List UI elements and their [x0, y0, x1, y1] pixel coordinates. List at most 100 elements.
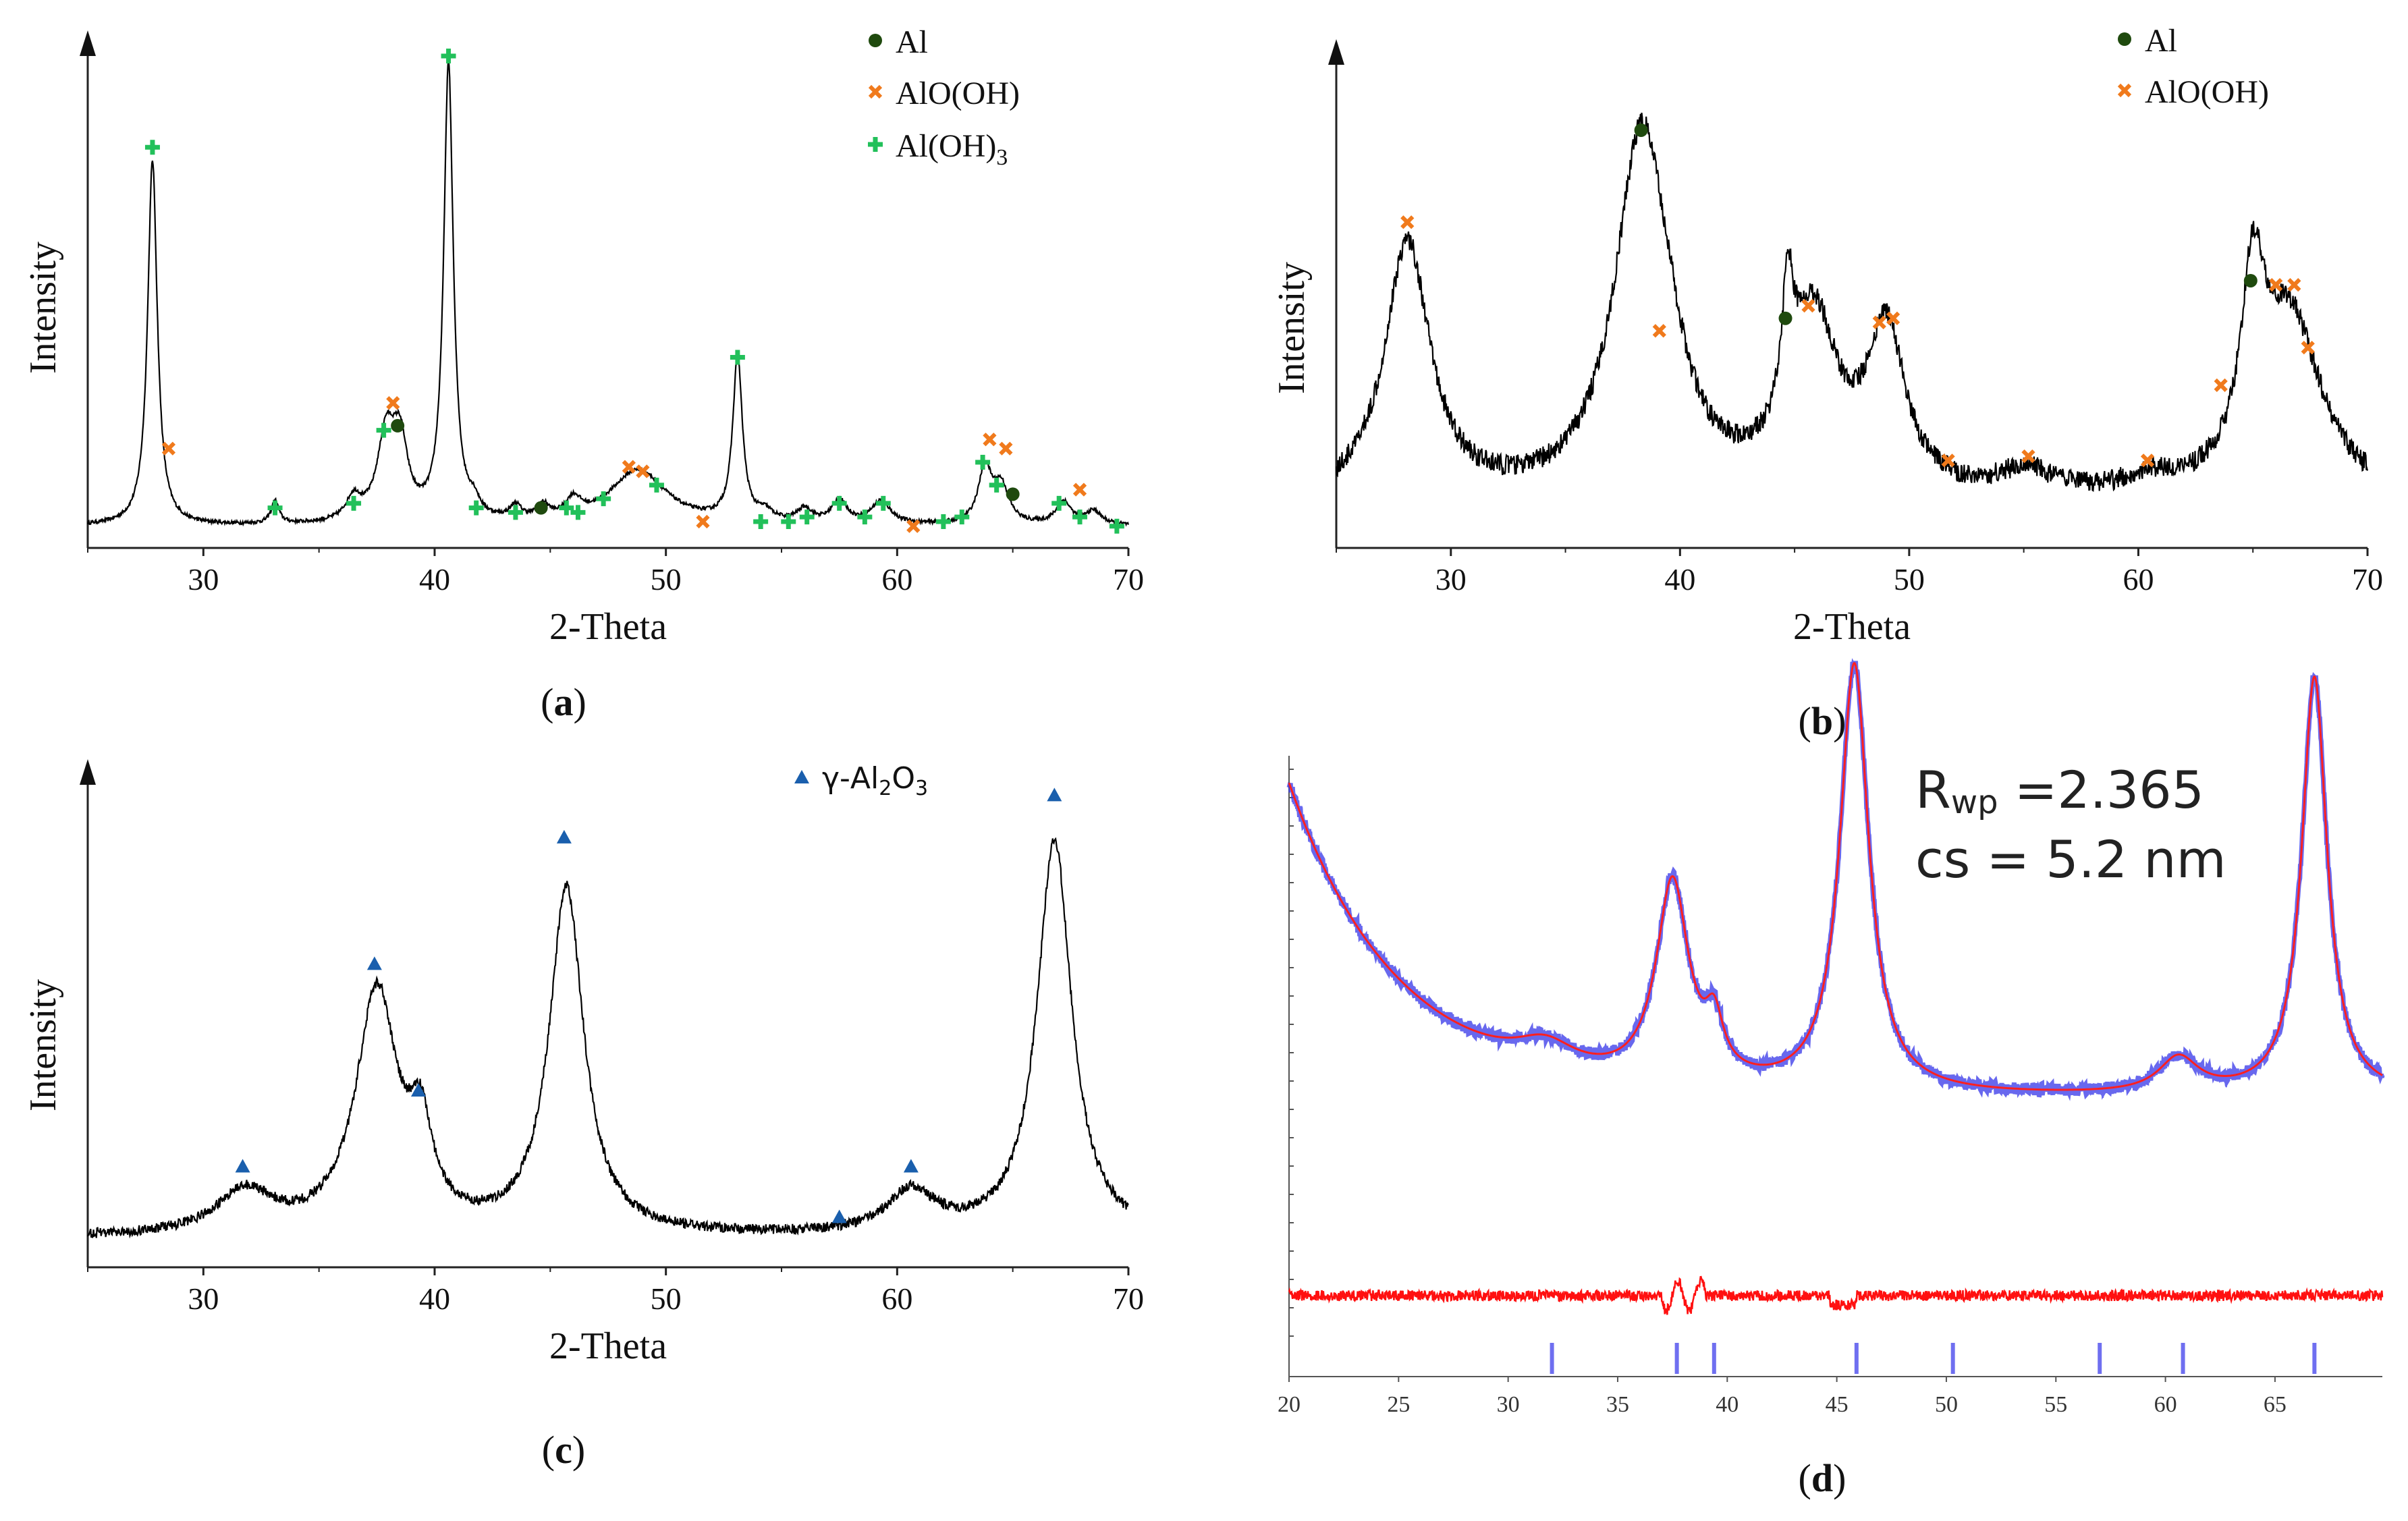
x-tick-label: 70 [2352, 562, 2383, 597]
legend-label-sub: 3 [996, 145, 1008, 170]
legend-cross-icon [2117, 83, 2132, 98]
calculated-pattern-line [1288, 662, 2383, 1091]
cross-peak-marker [999, 441, 1013, 455]
plus-peak-marker [346, 495, 362, 511]
legend-label-sub: 3 [915, 777, 928, 800]
y-axis-label: Intensity [22, 979, 64, 1111]
cross-peak-marker [1072, 482, 1087, 497]
rwp-value: =2.365 [1998, 760, 2204, 820]
legend-label-main: Al(OH) [896, 128, 996, 164]
panel-d: 20 25 30 35 40 45 50 55 60 65 Rwp =2.365 cs = 5.2 n… [1278, 658, 2385, 1417]
plus-peak-marker [649, 477, 664, 493]
triangle-peak-marker [411, 1082, 427, 1097]
circle-peak-marker [1634, 123, 1648, 137]
circle-peak-marker [534, 501, 548, 515]
panel-label-a: (a) [541, 680, 586, 724]
plus-peak-marker [954, 509, 970, 525]
legend-plus-icon [868, 137, 883, 152]
x-tick-label: 30 [188, 1281, 219, 1316]
x-tick-label: 60 [881, 1281, 912, 1316]
x-tick-label: 70 [1113, 562, 1144, 597]
plus-peak-marker [857, 509, 873, 525]
x-tick-label: 50 [651, 1281, 682, 1316]
rwp-symbol: R [1915, 760, 1951, 820]
x-tick-label: 30 [188, 562, 219, 597]
cross-peak-marker [2301, 340, 2315, 355]
x-tick-label: 40 [1664, 562, 1695, 597]
circle-peak-marker [391, 418, 405, 433]
x-tick-label: 50 [1894, 562, 1925, 597]
legend-triangle-icon [794, 770, 809, 783]
cross-peak-marker [622, 460, 636, 474]
plus-peak-marker [935, 514, 951, 529]
plus-peak-marker [596, 491, 611, 507]
x-tick-label: 40 [419, 562, 450, 597]
panel-b: 30 40 50 60 70 2-Theta Intensity [1271, 39, 2383, 648]
legend-label: AlO(OH) [2145, 74, 2269, 110]
y-axis-label: Intensity [1271, 262, 1313, 394]
x-tick-label: 40 [419, 1281, 450, 1316]
panel-label-paren-open: ( [1799, 1456, 1811, 1500]
plus-peak-marker [799, 509, 815, 525]
rwp-subscript: wp [1951, 783, 1998, 821]
y-axis-arrow [1328, 39, 1344, 65]
panel-label-d: (d) [1799, 1456, 1846, 1500]
plus-peak-marker [468, 500, 484, 516]
legend-label: AlO(OH) [896, 76, 1020, 111]
legend-a: Al AlO(OH) Al(OH)3 [868, 24, 1020, 170]
cross-peak-marker [2140, 453, 2155, 468]
cross-peak-marker [161, 441, 176, 455]
triangle-peak-marker [903, 1159, 919, 1173]
panel-label-c: (c) [542, 1428, 585, 1472]
cross-peak-marker [696, 514, 710, 529]
legend-label: Al [2145, 23, 2177, 59]
circle-peak-marker [1778, 311, 1793, 325]
x-tick-label: 60 [2123, 562, 2154, 597]
plus-peak-marker [1072, 509, 1088, 525]
difference-curve-line [1288, 1275, 2384, 1315]
cross-peak-marker [983, 433, 997, 447]
panel-a: 30 40 50 60 70 2-Theta Intensity [22, 30, 1144, 648]
xrd-pattern-line [1335, 112, 2369, 492]
panel-label-letter: d [1811, 1456, 1833, 1500]
legend-label: Al [896, 24, 928, 60]
cross-peak-marker [1941, 453, 1955, 468]
plus-peak-marker [559, 500, 574, 516]
legend-b: Al AlO(OH) [2117, 23, 2269, 110]
circle-peak-marker [2243, 273, 2258, 287]
plus-peak-marker [1051, 495, 1067, 511]
legend-label-main: γ-Al [822, 761, 879, 796]
plus-peak-marker [570, 505, 586, 520]
x-tick-label: 60 [2154, 1392, 2177, 1417]
plus-peak-marker [267, 500, 283, 516]
cross-peak-marker [1652, 324, 1666, 338]
legend-label-main: O [892, 761, 915, 796]
x-tick-label: 40 [1716, 1392, 1739, 1417]
x-tick-label: 25 [1387, 1392, 1410, 1417]
cross-peak-marker [1886, 311, 1900, 325]
legend-label: γ-Al2O3 [822, 761, 928, 800]
cross-peak-marker [2214, 378, 2228, 392]
x-tick-label: 20 [1278, 1392, 1301, 1417]
x-tick-label: 70 [1113, 1281, 1144, 1316]
circle-peak-marker [1006, 487, 1020, 501]
triangle-peak-marker [235, 1159, 250, 1173]
plus-peak-marker [144, 140, 160, 155]
cross-peak-marker [2287, 278, 2301, 292]
xrd-pattern-line [86, 837, 1129, 1239]
cross-peak-marker [386, 395, 400, 410]
cross-peak-marker [2269, 278, 2283, 292]
triangle-peak-marker [556, 829, 572, 844]
panel-label-b: (b) [1799, 699, 1846, 743]
x-axis-label: 2-Theta [1793, 606, 1911, 648]
cross-peak-marker [636, 464, 650, 478]
x-tick-label: 55 [2044, 1392, 2067, 1417]
y-axis-label: Intensity [22, 242, 64, 374]
legend-cross-icon [868, 84, 883, 99]
plus-peak-marker [376, 422, 391, 438]
y-axis-arrow [80, 759, 96, 785]
cross-peak-marker [1400, 215, 1415, 229]
panel-label-paren-close: ) [1833, 699, 1846, 743]
plus-peak-marker [989, 477, 1004, 493]
x-axis-label: 2-Theta [549, 1325, 667, 1367]
